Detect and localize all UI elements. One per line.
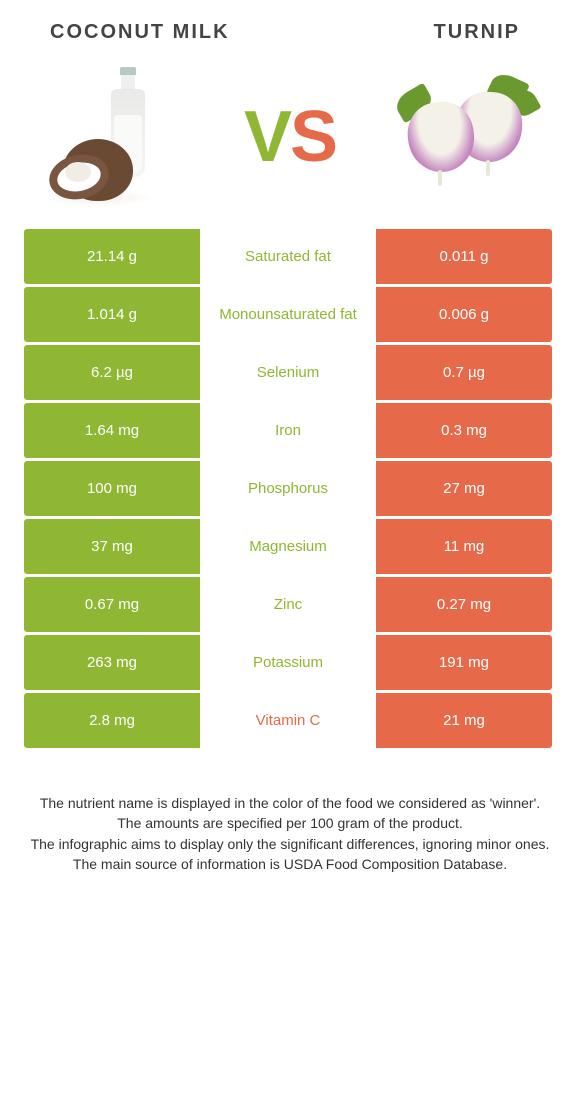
right-value: 0.7 µg bbox=[376, 345, 552, 400]
vs-s: S bbox=[290, 96, 336, 178]
right-value: 11 mg bbox=[376, 519, 552, 574]
footer-line: The main source of information is USDA F… bbox=[28, 854, 552, 874]
footer-line: The amounts are specified per 100 gram o… bbox=[28, 813, 552, 833]
left-value: 2.8 mg bbox=[24, 693, 200, 748]
footer-line: The nutrient name is displayed in the co… bbox=[28, 793, 552, 813]
coconut-milk-image bbox=[40, 67, 195, 207]
vs-v: V bbox=[244, 96, 290, 178]
nutrient-name: Saturated fat bbox=[200, 229, 376, 284]
turnip-image bbox=[385, 67, 540, 207]
food-left-title: Coconut milk bbox=[50, 20, 285, 44]
left-value: 21.14 g bbox=[24, 229, 200, 284]
nutrient-row: 21.14 gSaturated fat0.011 g bbox=[24, 229, 556, 284]
vs-label: VS bbox=[244, 96, 336, 178]
nutrient-name: Potassium bbox=[200, 635, 376, 690]
nutrient-row: 1.64 mgIron0.3 mg bbox=[24, 403, 556, 458]
right-value: 27 mg bbox=[376, 461, 552, 516]
right-value: 0.011 g bbox=[376, 229, 552, 284]
nutrient-row: 6.2 µgSelenium0.7 µg bbox=[24, 345, 556, 400]
nutrient-row: 0.67 mgZinc0.27 mg bbox=[24, 577, 556, 632]
right-value: 0.3 mg bbox=[376, 403, 552, 458]
nutrient-row: 1.014 gMonounsaturated fat0.006 g bbox=[24, 287, 556, 342]
nutrient-name: Phosphorus bbox=[200, 461, 376, 516]
nutrient-name: Selenium bbox=[200, 345, 376, 400]
nutrient-row: 263 mgPotassium191 mg bbox=[24, 635, 556, 690]
footer-line: The infographic aims to display only the… bbox=[28, 834, 552, 854]
header: Coconut milk Turnip bbox=[0, 0, 580, 54]
nutrient-row: 2.8 mgVitamin C21 mg bbox=[24, 693, 556, 748]
left-value: 0.67 mg bbox=[24, 577, 200, 632]
food-right-title: Turnip bbox=[285, 20, 530, 44]
left-value: 1.64 mg bbox=[24, 403, 200, 458]
nutrient-row: 37 mgMagnesium11 mg bbox=[24, 519, 556, 574]
left-value: 6.2 µg bbox=[24, 345, 200, 400]
nutrient-name: Vitamin C bbox=[200, 693, 376, 748]
images-row: VS bbox=[0, 54, 580, 229]
right-value: 0.006 g bbox=[376, 287, 552, 342]
nutrient-name: Iron bbox=[200, 403, 376, 458]
left-value: 37 mg bbox=[24, 519, 200, 574]
nutrient-row: 100 mgPhosphorus27 mg bbox=[24, 461, 556, 516]
nutrient-name: Magnesium bbox=[200, 519, 376, 574]
right-value: 191 mg bbox=[376, 635, 552, 690]
nutrient-name: Zinc bbox=[200, 577, 376, 632]
footer: The nutrient name is displayed in the co… bbox=[0, 748, 580, 874]
left-value: 100 mg bbox=[24, 461, 200, 516]
left-value: 263 mg bbox=[24, 635, 200, 690]
right-value: 21 mg bbox=[376, 693, 552, 748]
left-value: 1.014 g bbox=[24, 287, 200, 342]
right-value: 0.27 mg bbox=[376, 577, 552, 632]
nutrient-name: Monounsaturated fat bbox=[200, 287, 376, 342]
nutrient-table: 21.14 gSaturated fat0.011 g1.014 gMonoun… bbox=[0, 229, 580, 748]
